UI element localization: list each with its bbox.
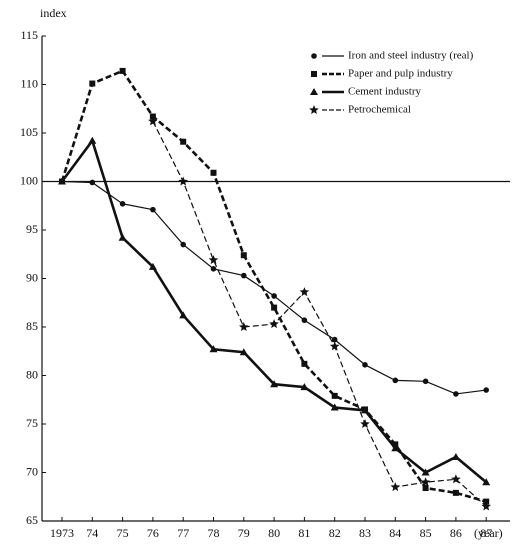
- marker: [150, 206, 156, 213]
- marker: [422, 378, 429, 385]
- marker: [420, 477, 431, 487]
- marker: [453, 391, 459, 397]
- y-tick-label: 65: [26, 513, 38, 527]
- marker: [269, 319, 279, 329]
- series-line: [61, 180, 487, 395]
- x-tick-label: 74: [86, 526, 98, 540]
- marker: [148, 262, 157, 270]
- marker: [178, 176, 188, 186]
- x-tick-label: 1973: [50, 526, 74, 540]
- x-tick-label: 79: [238, 526, 250, 540]
- marker: [483, 387, 490, 393]
- x-tick-label: 84: [389, 526, 401, 540]
- marker: [270, 380, 279, 388]
- x-tick-label: 81: [298, 526, 310, 540]
- marker: [299, 287, 310, 297]
- marker: [422, 485, 429, 492]
- x-tick-label: 86: [450, 526, 462, 540]
- marker: [180, 138, 187, 145]
- marker: [240, 252, 247, 259]
- marker: [481, 501, 491, 511]
- legend-label: Paper and pulp industry: [348, 68, 453, 80]
- x-tick-label: 77: [177, 526, 189, 540]
- x-tick-label: 83: [359, 526, 371, 540]
- marker: [209, 345, 218, 353]
- marker: [301, 360, 308, 367]
- x-tick-label: 85: [420, 526, 432, 540]
- marker: [482, 478, 491, 486]
- marker: [239, 348, 248, 356]
- marker: [311, 71, 317, 77]
- marker: [452, 489, 459, 496]
- series-line: [60, 69, 487, 503]
- marker: [311, 53, 317, 59]
- y-tick-label: 95: [26, 222, 38, 236]
- marker: [451, 452, 460, 460]
- marker: [179, 311, 188, 319]
- y-tick-label: 70: [26, 464, 38, 478]
- marker: [392, 377, 399, 384]
- marker: [329, 341, 340, 351]
- marker: [89, 80, 96, 87]
- y-tick-label: 85: [26, 319, 38, 333]
- series-line: [152, 121, 487, 507]
- marker: [331, 392, 338, 399]
- x-axis-label: (year): [474, 526, 503, 540]
- y-tick-label: 100: [20, 173, 38, 187]
- marker: [310, 88, 318, 95]
- x-tick-label: 80: [268, 526, 280, 540]
- marker: [362, 362, 368, 368]
- marker: [390, 482, 401, 492]
- marker: [330, 403, 339, 411]
- x-tick-label: 82: [329, 526, 341, 540]
- y-axis-label: index: [40, 6, 67, 20]
- y-tick-label: 110: [20, 76, 38, 90]
- marker: [210, 169, 217, 176]
- x-tick-label: 87: [480, 526, 492, 540]
- y-tick-label: 105: [20, 125, 38, 139]
- marker: [271, 304, 278, 311]
- marker: [239, 322, 249, 331]
- marker: [89, 179, 96, 186]
- x-tick-label: 76: [147, 526, 159, 540]
- x-tick-label: 75: [117, 526, 129, 540]
- marker: [88, 136, 97, 144]
- y-tick-label: 90: [26, 270, 38, 284]
- series-line: [60, 137, 488, 484]
- legend-label: Cement industry: [348, 86, 422, 98]
- marker: [210, 266, 217, 272]
- marker: [309, 105, 319, 114]
- x-tick-label: 78: [208, 526, 220, 540]
- marker: [208, 255, 219, 265]
- y-tick-label: 80: [26, 367, 38, 381]
- marker: [331, 336, 338, 343]
- marker: [180, 241, 186, 248]
- y-tick-label: 75: [26, 416, 38, 430]
- marker: [361, 406, 369, 414]
- marker: [421, 468, 430, 476]
- y-tick-label: 115: [20, 28, 38, 42]
- legend-label: Petrochemical: [348, 104, 411, 116]
- marker: [360, 419, 370, 428]
- marker: [119, 67, 126, 74]
- marker: [391, 444, 400, 452]
- marker: [119, 201, 126, 207]
- legend-label: Iron and steel industry (real): [348, 50, 474, 62]
- marker: [148, 116, 158, 126]
- marker: [451, 474, 461, 484]
- marker: [241, 272, 247, 279]
- marker: [271, 293, 277, 299]
- marker: [300, 383, 309, 391]
- marker: [58, 177, 66, 185]
- marker: [118, 233, 127, 241]
- marker: [301, 317, 308, 324]
